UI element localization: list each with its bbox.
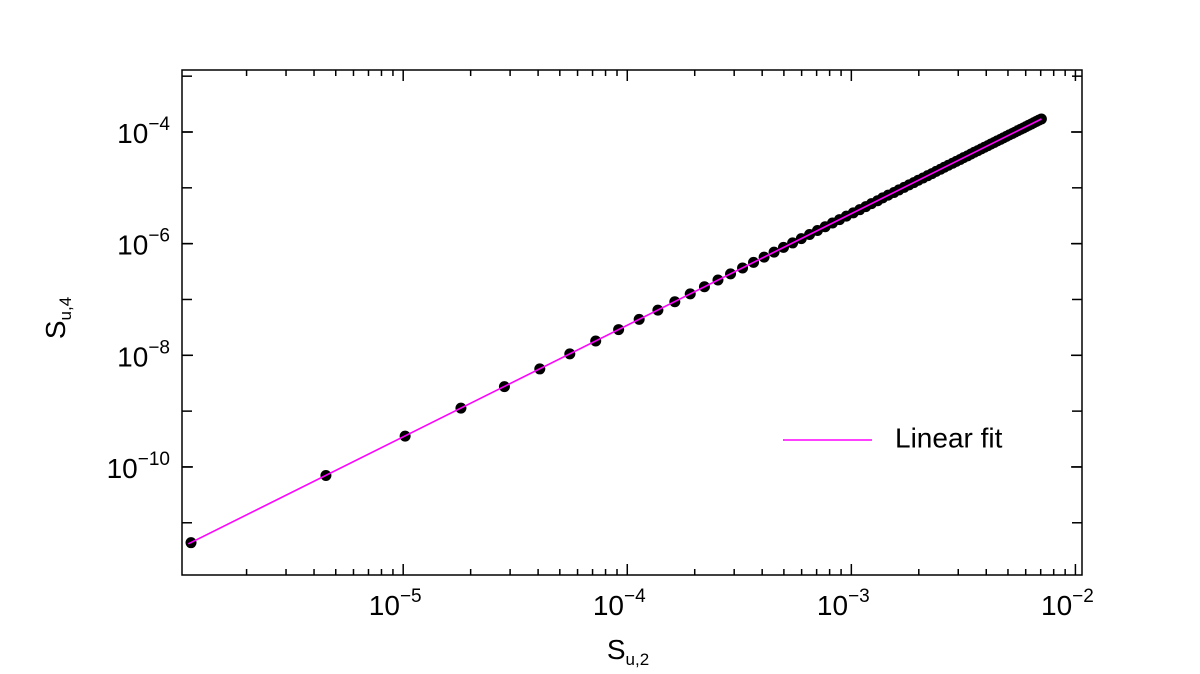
x-tick-label: 10−2	[1041, 586, 1094, 621]
y-axis-label: Su,4	[40, 297, 75, 339]
x-tick-label: 10−4	[593, 586, 646, 621]
y-tick-label: 10−4	[117, 114, 170, 149]
x-axis-label: Su,2	[607, 634, 649, 669]
plot-frame	[181, 69, 1083, 576]
legend-label: Linear fit	[895, 422, 1003, 453]
y-tick-label: 10−6	[117, 226, 170, 261]
y-tick-label: 10−8	[117, 337, 170, 372]
y-tick-label: 10−10	[107, 449, 170, 484]
fit-line	[188, 118, 1042, 545]
x-tick-label: 10−3	[817, 586, 870, 621]
x-tick-label: 10−5	[369, 586, 422, 621]
